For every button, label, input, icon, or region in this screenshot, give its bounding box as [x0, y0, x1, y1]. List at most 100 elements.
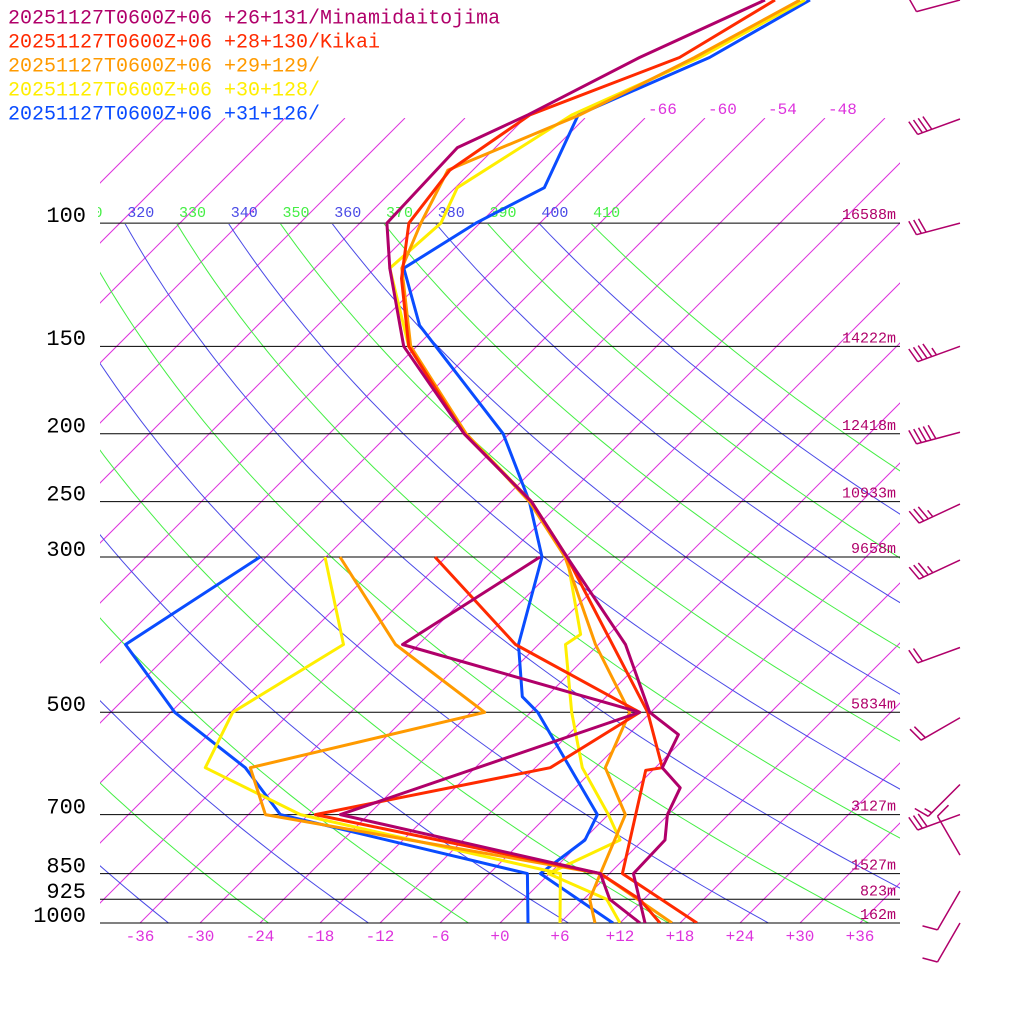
x-tick-label: +24 — [726, 928, 755, 946]
dry-adiabat — [100, 271, 869, 923]
soundings — [124, 0, 811, 923]
level-height: 162m — [860, 907, 896, 924]
adiabat-label: 330 — [179, 205, 206, 222]
dewpoint-line — [124, 555, 530, 923]
y-tick-label: 150 — [46, 327, 86, 352]
isotherm — [100, 118, 886, 904]
dry-adiabat — [124, 224, 900, 889]
y-tick-label: 1000 — [33, 904, 86, 929]
x-tick-label: -18 — [306, 928, 335, 946]
x-tick-label: -30 — [186, 928, 215, 946]
y-tick-label: 250 — [46, 482, 86, 507]
x-tick-label: +6 — [550, 928, 569, 946]
dry-adiabat — [176, 224, 900, 839]
isotherm — [100, 118, 346, 364]
isotherm — [100, 118, 226, 244]
x-tick-label: -24 — [246, 928, 275, 946]
wind-barbs — [908, 0, 961, 963]
legend-entry: 20251127T0600Z+06 +28+130/Kikai — [8, 31, 380, 54]
adiabat-label: 390 — [490, 205, 517, 222]
wind-barb — [908, 503, 961, 524]
level-height: 10933m — [842, 486, 896, 503]
legend-entry: 20251127T0600Z+06 +29+129/ — [8, 55, 320, 78]
isotherm — [100, 118, 826, 844]
isotherm — [199, 222, 900, 923]
isotherm — [100, 118, 526, 544]
isotherm — [100, 118, 706, 724]
wind-barb — [914, 783, 961, 817]
wind-barb — [909, 717, 961, 741]
isotherm — [100, 118, 466, 484]
adiabat-label: 310 — [75, 205, 102, 222]
y-tick-label: 700 — [46, 795, 86, 820]
isotherm — [100, 118, 646, 664]
adiabat-label: 340 — [231, 205, 258, 222]
isotherm-label: -66 — [648, 101, 677, 119]
dewpoint-line — [203, 556, 562, 923]
y-tick-label: 925 — [46, 880, 86, 905]
adiabat-label: 410 — [593, 205, 620, 222]
y-tick-label: 500 — [46, 693, 86, 718]
dewpoint-line — [313, 555, 662, 923]
dry-adiabat — [435, 224, 900, 604]
isotherm — [619, 642, 900, 923]
x-tick-label: +36 — [846, 928, 875, 946]
isotherm — [799, 822, 900, 923]
dry-adiabat — [487, 224, 900, 559]
x-tick-label: +30 — [786, 928, 815, 946]
y-tick-label: 200 — [46, 415, 86, 440]
adiabat-label: 320 — [127, 205, 154, 222]
dewpoint-line — [248, 556, 602, 923]
wind-barb — [908, 813, 961, 831]
dry-adiabat — [280, 224, 900, 742]
dry-adiabat — [100, 617, 469, 923]
level-height: 5834m — [851, 696, 896, 713]
level-height: 14222m — [842, 330, 896, 347]
adiabat-label: 350 — [283, 205, 310, 222]
isotherm — [100, 118, 286, 304]
isotherm — [379, 402, 900, 923]
wind-barb — [908, 424, 961, 445]
legend-entry: 20251127T0600Z+06 +30+128/ — [8, 79, 320, 102]
isotherm — [499, 522, 900, 923]
isotherm — [739, 762, 900, 923]
level-height: 1527m — [851, 858, 896, 875]
wind-barb — [908, 116, 961, 136]
level-height: 823m — [860, 883, 896, 900]
dry-adiabat — [100, 534, 569, 923]
level-height: 3127m — [851, 799, 896, 816]
y-tick-label: 300 — [46, 538, 86, 563]
x-tick-label: -12 — [366, 928, 395, 946]
isotherm-label: -48 — [828, 101, 857, 119]
wind-barb — [909, 0, 961, 13]
isotherm-label: -54 — [768, 101, 797, 119]
wind-barb — [908, 646, 961, 664]
dry-adiabat — [100, 449, 669, 923]
dry-adiabat — [228, 224, 900, 790]
wind-barb — [908, 559, 961, 580]
isotherm-label: -60 — [708, 101, 737, 119]
x-tick-label: +12 — [606, 928, 635, 946]
x-tick-label: +18 — [666, 928, 695, 946]
isotherm — [100, 118, 406, 424]
isotherm — [679, 702, 900, 923]
dry-adiabat — [590, 224, 900, 472]
wind-barb — [908, 343, 961, 363]
legend-entry: 20251127T0600Z+06 +26+131/Minamidaitojim… — [8, 7, 500, 30]
adiabat-label: 360 — [334, 205, 361, 222]
wind-barb — [922, 922, 961, 963]
dry-adiabat — [383, 224, 900, 649]
isotherm — [259, 282, 900, 923]
adiabat-label: 400 — [541, 205, 568, 222]
wind-barb — [922, 890, 961, 931]
legend-entry: 20251127T0600Z+06 +31+126/ — [8, 103, 320, 126]
dry-adiabat — [538, 224, 900, 515]
y-tick-label: 100 — [46, 204, 86, 229]
level-height: 12418m — [842, 418, 896, 435]
dry-adiabat — [100, 699, 369, 923]
wind-barb — [908, 218, 961, 236]
x-tick-label: -6 — [430, 928, 449, 946]
temperature-line — [385, 0, 766, 923]
wind-barb — [936, 804, 961, 856]
